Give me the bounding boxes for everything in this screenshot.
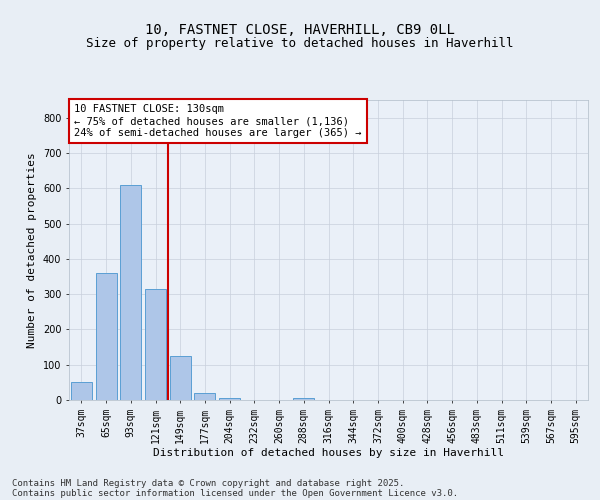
Text: 10 FASTNET CLOSE: 130sqm
← 75% of detached houses are smaller (1,136)
24% of sem: 10 FASTNET CLOSE: 130sqm ← 75% of detach… bbox=[74, 104, 362, 138]
Y-axis label: Number of detached properties: Number of detached properties bbox=[28, 152, 37, 348]
Bar bbox=[219, 398, 240, 400]
Bar bbox=[95, 273, 116, 400]
Bar bbox=[170, 356, 191, 400]
Bar bbox=[145, 289, 166, 400]
Bar bbox=[120, 184, 141, 400]
Bar bbox=[194, 393, 215, 400]
X-axis label: Distribution of detached houses by size in Haverhill: Distribution of detached houses by size … bbox=[153, 448, 504, 458]
Bar bbox=[293, 398, 314, 400]
Text: 10, FASTNET CLOSE, HAVERHILL, CB9 0LL: 10, FASTNET CLOSE, HAVERHILL, CB9 0LL bbox=[145, 22, 455, 36]
Text: Contains public sector information licensed under the Open Government Licence v3: Contains public sector information licen… bbox=[12, 488, 458, 498]
Bar bbox=[71, 382, 92, 400]
Text: Size of property relative to detached houses in Haverhill: Size of property relative to detached ho… bbox=[86, 38, 514, 51]
Text: Contains HM Land Registry data © Crown copyright and database right 2025.: Contains HM Land Registry data © Crown c… bbox=[12, 478, 404, 488]
